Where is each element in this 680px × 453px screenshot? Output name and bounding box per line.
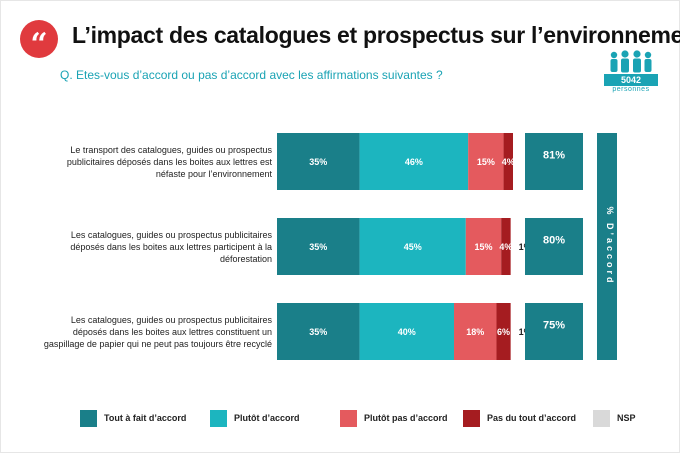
data-label: 4% (502, 157, 515, 167)
legend-swatch (80, 410, 97, 427)
data-label: 35% (309, 242, 327, 252)
data-label: 46% (405, 157, 423, 167)
row-label: néfaste pour l’environnement (156, 169, 273, 179)
respondents-badge: 5042 personnes (600, 50, 662, 94)
accord-band (597, 133, 617, 360)
segment-plutot-pas (465, 218, 502, 275)
legend-label: Pas du tout d’accord (487, 413, 577, 423)
people-icon (610, 50, 652, 73)
segment-plutot (359, 303, 454, 360)
segment-plutot (359, 218, 466, 275)
data-label: 15% (477, 157, 495, 167)
page-title: L’impact des catalogues et prospectus su… (72, 22, 680, 48)
row-label: déforestation (220, 254, 272, 264)
row-label: déposés dans les boites aux lettres part… (70, 242, 272, 252)
data-label: 18% (466, 327, 484, 337)
data-label: 4% (499, 242, 512, 252)
data-label: 15% (474, 242, 492, 252)
quote-badge-icon: “ (20, 20, 58, 62)
accord-total-box (525, 133, 583, 190)
segment-pas-du-tout (501, 218, 511, 275)
data-label: 6% (497, 327, 510, 337)
legend-label: Plutôt d’accord (234, 413, 300, 423)
accord-total-box (525, 218, 583, 275)
segment-plutot (359, 133, 469, 190)
segment-plutot-pas (468, 133, 504, 190)
accord-total-value: 75% (543, 320, 565, 332)
row-label: Les catalogues, guides ou prospectus pub… (71, 315, 273, 325)
segment-pas-du-tout (503, 133, 513, 190)
legend-label: NSP (617, 413, 636, 423)
data-label: 40% (398, 327, 416, 337)
respondents-label: personnes (612, 86, 650, 93)
legend-swatch (210, 410, 227, 427)
legend-swatch (463, 410, 480, 427)
row-label: Les catalogues, guides ou prospectus pub… (71, 230, 273, 240)
data-label: 45% (404, 242, 422, 252)
segment-pas-du-tout (496, 303, 511, 360)
row-label: déposés dans les boites aux lettres cons… (73, 327, 272, 337)
segment-tout-a-fait (277, 218, 360, 275)
data-label: 35% (309, 327, 327, 337)
segment-tout-a-fait (277, 303, 360, 360)
segment-plutot-pas (454, 303, 497, 360)
accord-total-value: 80% (543, 235, 565, 247)
data-label: 35% (309, 157, 327, 167)
legend-swatch (340, 410, 357, 427)
legend-label: Tout à fait d’accord (104, 413, 187, 423)
row-label: publicitaires déposés dans les boites au… (67, 157, 273, 167)
respondents-count: 5042 (604, 74, 658, 86)
survey-question: Q. Etes-vous d’accord ou pas d’accord av… (60, 68, 443, 82)
row-label: gaspillage de papier qui ne peut pas tou… (44, 339, 272, 349)
segment-tout-a-fait (277, 133, 360, 190)
accord-total-value: 81% (543, 150, 565, 162)
accord-total-box (525, 303, 583, 360)
legend-swatch (593, 410, 610, 427)
legend-label: Plutôt pas d’accord (364, 413, 448, 423)
row-label: Le transport des catalogues, guides ou p… (70, 145, 272, 155)
accord-band-label: % D’accord (605, 206, 615, 285)
